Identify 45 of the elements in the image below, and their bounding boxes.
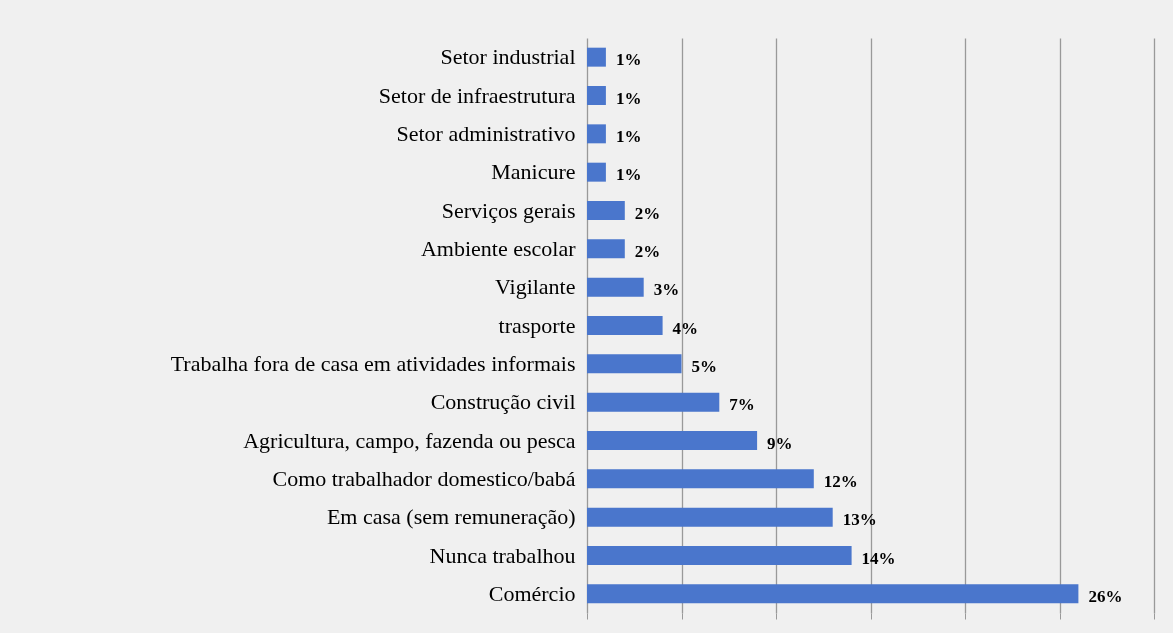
y-tick-label: Nunca trabalhou: [429, 542, 576, 568]
y-tick-label: trasporte: [498, 312, 576, 338]
y-tick-label: Manicure: [491, 159, 576, 185]
data-label: 3%: [653, 280, 680, 300]
y-tick-label: Em casa (sem remuneração): [326, 504, 576, 530]
bar: [587, 239, 625, 259]
y-tick-label: Serviços gerais: [441, 197, 576, 223]
data-label: 1%: [615, 126, 642, 146]
data-label: 14%: [861, 548, 896, 568]
y-tick-label: Setor industrial: [440, 44, 576, 70]
bar: [587, 354, 682, 374]
data-label: 1%: [615, 50, 642, 70]
bar: [587, 469, 814, 489]
data-label: 13%: [842, 510, 877, 530]
y-tick-label: Vigilante: [494, 274, 576, 300]
data-label: 4%: [672, 318, 699, 338]
y-tick-label: Trabalha fora de casa em atividades informais: [170, 350, 576, 376]
bar: [587, 162, 606, 182]
data-label: 5%: [691, 356, 717, 376]
bar: [587, 507, 833, 527]
data-label: 26%: [1088, 586, 1123, 606]
bar: [587, 316, 663, 335]
y-tick-label: Comércio: [488, 580, 576, 606]
y-tick-label: Agricultura, campo, fazenda ou pesca: [243, 427, 576, 453]
bar: [587, 546, 852, 565]
data-label: 7%: [729, 395, 755, 415]
bar: [587, 431, 758, 450]
bar: [587, 47, 606, 67]
data-label: 2%: [634, 241, 661, 261]
y-tick-label: Como trabalhador domestico/babá: [272, 465, 576, 491]
bar: [587, 86, 606, 105]
data-label: 9%: [767, 433, 793, 453]
bar: [587, 124, 606, 144]
data-label: 1%: [615, 88, 642, 108]
bar: [587, 201, 625, 220]
y-tick-label: Ambiente escolar: [420, 235, 577, 261]
bar: [587, 584, 1079, 604]
y-tick-label: Setor de infraestrutura: [378, 82, 576, 108]
bar: [587, 277, 644, 297]
y-tick-label: Setor administrativo: [396, 120, 576, 146]
data-label: 12%: [823, 471, 858, 491]
y-tick-label: Construção civil: [430, 389, 576, 415]
data-label: 2%: [634, 203, 661, 223]
bar: [587, 392, 720, 412]
data-label: 1%: [615, 165, 642, 185]
